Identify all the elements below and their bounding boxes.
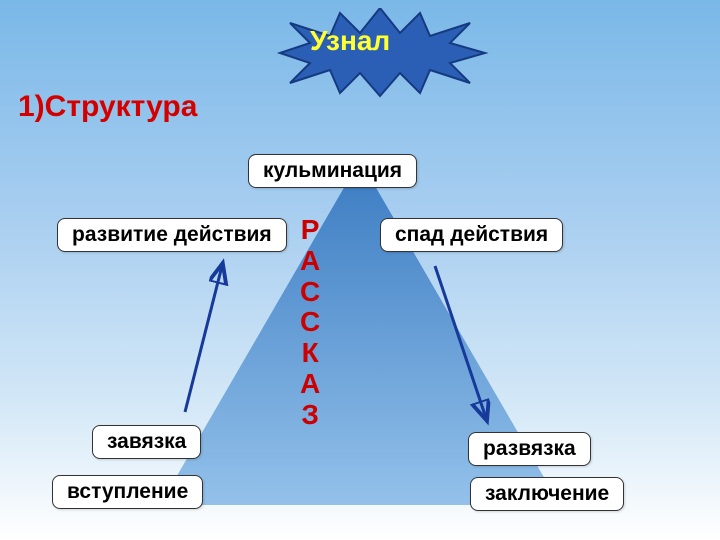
- label-introduction: вступление: [52, 475, 203, 509]
- label-conclusion: заключение: [470, 477, 624, 511]
- section-heading: 1)Структура: [18, 90, 197, 124]
- vletter: З: [300, 400, 320, 431]
- label-climax: кульминация: [248, 154, 417, 188]
- vertical-word-story: Р А С С К А З: [300, 215, 320, 431]
- label-rising-action: развитие действия: [57, 218, 287, 252]
- vletter: А: [300, 369, 320, 400]
- label-falling-action: спад действия: [380, 218, 563, 252]
- label-initiation: завязка: [92, 425, 201, 459]
- label-denouement: развязка: [468, 432, 591, 466]
- vletter: С: [300, 307, 320, 338]
- vletter: А: [300, 246, 320, 277]
- header-title: Узнал: [310, 25, 390, 57]
- vletter: К: [300, 338, 320, 369]
- vletter: Р: [300, 215, 320, 246]
- vletter: С: [300, 277, 320, 308]
